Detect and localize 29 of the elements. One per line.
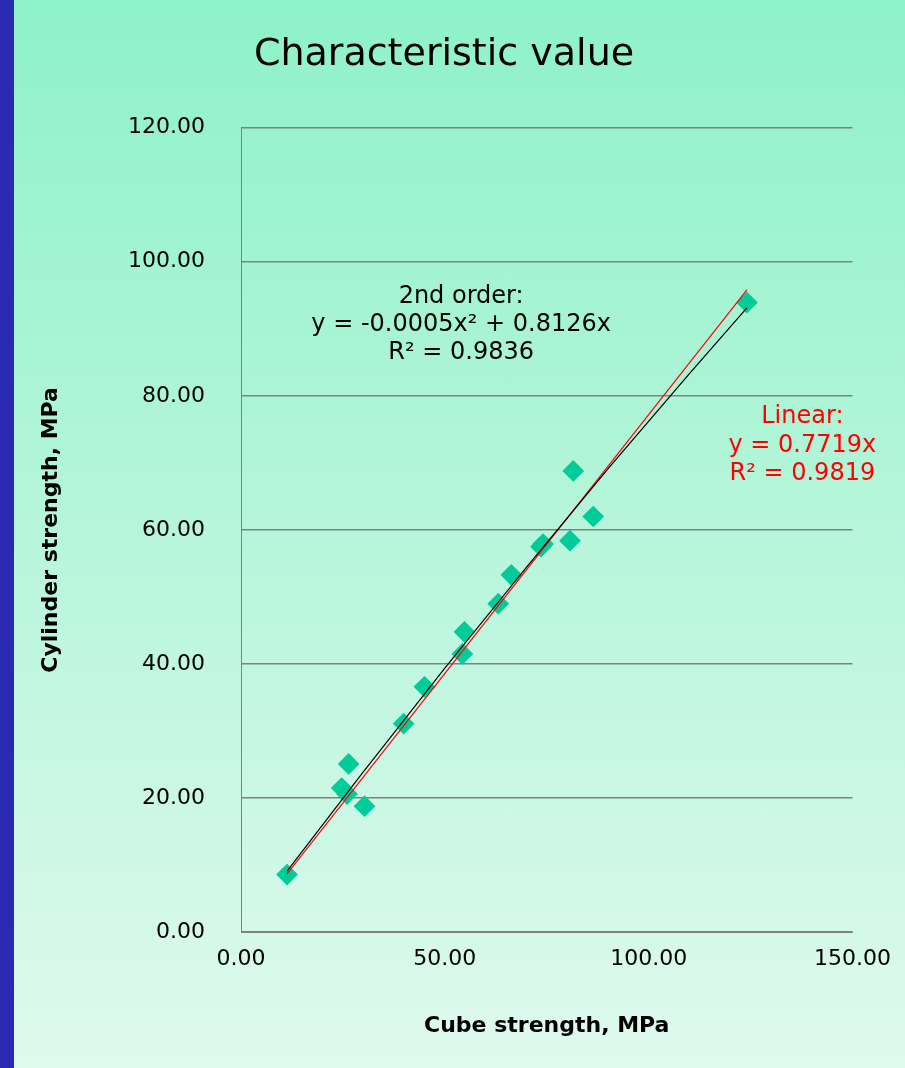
y-tick-label: 60.00 [142, 515, 205, 541]
annotation: Linear: [761, 401, 844, 430]
chart-title: Characteristic value [253, 29, 635, 74]
annotation: y = -0.0005x² + 0.8126x [311, 308, 611, 337]
point [559, 530, 581, 552]
x-tick-label: 150.00 [814, 945, 891, 971]
y-tick-label: 0.00 [156, 917, 205, 943]
y-tick-label: 80.00 [142, 381, 205, 407]
point [562, 460, 584, 482]
point [353, 795, 376, 817]
annotation: y = 0.7719x [728, 429, 877, 458]
x-tick-label: 100.00 [610, 945, 688, 971]
annotation: 2nd order: [398, 280, 524, 309]
y-tick-label: 100.00 [128, 247, 205, 273]
y-tick-label: 120.00 [128, 113, 205, 139]
x-axis-title: Cube strength, MPa [424, 1011, 670, 1037]
y-tick-label: 20.00 [142, 783, 205, 809]
x-tick-label: 50.00 [413, 945, 477, 971]
point [500, 564, 522, 586]
point [736, 292, 758, 314]
point [276, 863, 298, 886]
point [582, 505, 604, 528]
point [338, 753, 360, 775]
y-axis-title: Cylinder strength, MPa [36, 387, 62, 673]
y-tick-label: 40.00 [142, 649, 205, 675]
annotation: R² = 0.9836 [388, 337, 534, 366]
x-tick-label: 0.00 [216, 945, 266, 971]
point [453, 621, 476, 643]
annotation: R² = 0.9819 [729, 457, 876, 486]
